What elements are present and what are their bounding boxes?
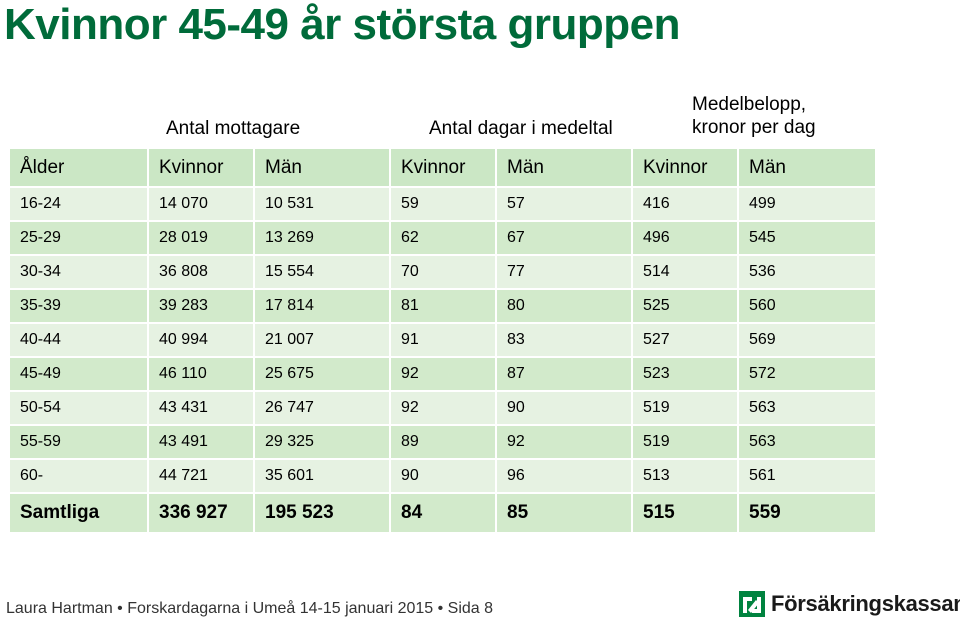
table-row: 60- 44 721 35 601 90 96 513 561 [10, 460, 875, 492]
cell-alder: 40-44 [10, 324, 147, 356]
cell-dagar-man: 80 [497, 290, 631, 322]
cell-dagar-man: 57 [497, 188, 631, 220]
cell-mottagare-man: 21 007 [255, 324, 389, 356]
cell-dagar-man: 83 [497, 324, 631, 356]
cell-dagar-man: 67 [497, 222, 631, 254]
footer-text: Laura Hartman • Forskardagarna i Umeå 14… [6, 600, 494, 617]
table-row: 25-29 28 019 13 269 62 67 496 545 [10, 222, 875, 254]
cell-alder: 50-54 [10, 392, 147, 424]
cell-mottagare-kvinnor: 28 019 [149, 222, 253, 254]
cell-mottagare-kvinnor: 46 110 [149, 358, 253, 390]
cell-dagar-kvinnor: 91 [391, 324, 495, 356]
cell-alder: 45-49 [10, 358, 147, 390]
cell-belopp-kvinnor: 416 [633, 188, 737, 220]
cell-dagar-man: 96 [497, 460, 631, 492]
table-row: 30-34 36 808 15 554 70 77 514 536 [10, 256, 875, 288]
table-row: 16-24 14 070 10 531 59 57 416 499 [10, 188, 875, 220]
cell-mottagare-man: 17 814 [255, 290, 389, 322]
cell-belopp-kvinnor: 514 [633, 256, 737, 288]
cell-alder: 60- [10, 460, 147, 492]
cell-alder: 16-24 [10, 188, 147, 220]
table-row: 55-59 43 491 29 325 89 92 519 563 [10, 426, 875, 458]
table-row: 40-44 40 994 21 007 91 83 527 569 [10, 324, 875, 356]
cell-dagar-man: 90 [497, 392, 631, 424]
total-cell-dagar-kvinnor: 84 [391, 494, 495, 532]
total-cell-mottagare-man: 195 523 [255, 494, 389, 532]
cell-mottagare-kvinnor: 44 721 [149, 460, 253, 492]
cell-dagar-kvinnor: 90 [391, 460, 495, 492]
cell-mottagare-man: 15 554 [255, 256, 389, 288]
cell-mottagare-man: 29 325 [255, 426, 389, 458]
logo-mark-icon [739, 591, 765, 617]
total-cell-dagar-man: 85 [497, 494, 631, 532]
cell-mottagare-man: 13 269 [255, 222, 389, 254]
cell-mottagare-man: 25 675 [255, 358, 389, 390]
group-header-belopp-line1: Medelbelopp, [692, 94, 807, 115]
cell-belopp-man: 499 [739, 188, 875, 220]
total-cell-belopp-man: 559 [739, 494, 875, 532]
cell-dagar-man: 87 [497, 358, 631, 390]
cell-belopp-kvinnor: 519 [633, 392, 737, 424]
group-header-mottagare: Antal mottagare [166, 118, 301, 139]
cell-dagar-kvinnor: 62 [391, 222, 495, 254]
cell-dagar-kvinnor: 59 [391, 188, 495, 220]
cell-belopp-kvinnor: 513 [633, 460, 737, 492]
table-header-row: Ålder Kvinnor Män Kvinnor Män Kvinnor Mä… [10, 149, 875, 186]
cell-belopp-man: 560 [739, 290, 875, 322]
cell-mottagare-man: 26 747 [255, 392, 389, 424]
cell-belopp-kvinnor: 519 [633, 426, 737, 458]
header-cell-dagar-kvinnor: Kvinnor [391, 149, 495, 186]
cell-alder: 25-29 [10, 222, 147, 254]
cell-belopp-kvinnor: 525 [633, 290, 737, 322]
group-header-dagar: Antal dagar i medeltal [429, 118, 613, 139]
header-cell-belopp-man: Män [739, 149, 875, 186]
cell-dagar-kvinnor: 70 [391, 256, 495, 288]
total-cell-belopp-kvinnor: 515 [633, 494, 737, 532]
logo-text: Försäkringskassan [771, 591, 960, 616]
cell-belopp-kvinnor: 527 [633, 324, 737, 356]
cell-alder: 55-59 [10, 426, 147, 458]
cell-belopp-kvinnor: 523 [633, 358, 737, 390]
cell-belopp-man: 569 [739, 324, 875, 356]
cell-belopp-man: 536 [739, 256, 875, 288]
cell-mottagare-man: 10 531 [255, 188, 389, 220]
cell-belopp-kvinnor: 496 [633, 222, 737, 254]
cell-mottagare-kvinnor: 36 808 [149, 256, 253, 288]
table-row: 35-39 39 283 17 814 81 80 525 560 [10, 290, 875, 322]
cell-mottagare-kvinnor: 40 994 [149, 324, 253, 356]
cell-belopp-man: 561 [739, 460, 875, 492]
header-cell-alder: Ålder [10, 149, 147, 186]
cell-dagar-kvinnor: 92 [391, 358, 495, 390]
cell-mottagare-man: 35 601 [255, 460, 389, 492]
cell-dagar-kvinnor: 89 [391, 426, 495, 458]
cell-mottagare-kvinnor: 43 491 [149, 426, 253, 458]
cell-dagar-kvinnor: 92 [391, 392, 495, 424]
table-total-row: Samtliga 336 927 195 523 84 85 515 559 [10, 494, 875, 532]
cell-mottagare-kvinnor: 39 283 [149, 290, 253, 322]
total-cell-alder: Samtliga [10, 494, 147, 532]
cell-dagar-kvinnor: 81 [391, 290, 495, 322]
cell-dagar-man: 92 [497, 426, 631, 458]
cell-mottagare-kvinnor: 14 070 [149, 188, 253, 220]
cell-mottagare-kvinnor: 43 431 [149, 392, 253, 424]
group-header-belopp-line2: kronor per dag [692, 117, 816, 138]
cell-belopp-man: 563 [739, 426, 875, 458]
table-row: 45-49 46 110 25 675 92 87 523 572 [10, 358, 875, 390]
cell-belopp-man: 545 [739, 222, 875, 254]
cell-belopp-man: 563 [739, 392, 875, 424]
header-cell-mottagare-kvinnor: Kvinnor [149, 149, 253, 186]
cell-alder: 35-39 [10, 290, 147, 322]
forsakringskassan-logo: Försäkringskassan [739, 591, 960, 617]
header-cell-dagar-man: Män [497, 149, 631, 186]
page-title: Kvinnor 45-49 år största gruppen [4, 0, 680, 49]
header-cell-mottagare-man: Män [255, 149, 389, 186]
cell-alder: 30-34 [10, 256, 147, 288]
total-cell-mottagare-kvinnor: 336 927 [149, 494, 253, 532]
statistics-table: Ålder Kvinnor Män Kvinnor Män Kvinnor Mä… [8, 147, 877, 534]
group-header-belopp: Medelbelopp, kronor per dag [692, 93, 816, 139]
cell-belopp-man: 572 [739, 358, 875, 390]
header-cell-belopp-kvinnor: Kvinnor [633, 149, 737, 186]
cell-dagar-man: 77 [497, 256, 631, 288]
table-row: 50-54 43 431 26 747 92 90 519 563 [10, 392, 875, 424]
